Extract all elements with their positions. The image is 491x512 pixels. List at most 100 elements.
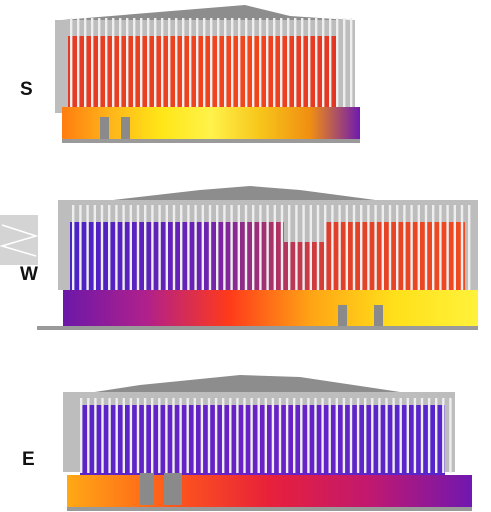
fin-south-24 <box>238 18 241 110</box>
label-south: S <box>20 79 33 100</box>
fin-east-0 <box>80 398 83 473</box>
fin-south-37 <box>329 18 332 110</box>
fin-west-11 <box>151 205 154 290</box>
fin-east-11 <box>158 398 161 473</box>
fin-east-31 <box>300 398 303 473</box>
fin-west-50 <box>432 205 435 290</box>
fin-south-9 <box>133 18 136 110</box>
fin-south-28 <box>266 18 269 110</box>
door-south-1 <box>100 117 109 139</box>
fin-east-6 <box>122 398 125 473</box>
fin-east-17 <box>200 398 204 473</box>
adjacent-figure-lines <box>0 224 39 257</box>
fin-west-32 <box>302 205 305 290</box>
fin-east-35 <box>328 398 331 473</box>
fin-east-9 <box>143 398 147 473</box>
fin-south-1 <box>77 18 80 110</box>
door-east-1 <box>140 473 154 505</box>
fin-south-30 <box>280 18 283 110</box>
fin-east-33 <box>314 398 317 473</box>
adjacent-figure-crop <box>0 215 38 265</box>
fin-south-17 <box>189 18 192 110</box>
thermal-base-east <box>67 475 472 507</box>
fin-south-40 <box>350 18 353 110</box>
fin-south-21 <box>217 18 220 110</box>
fins-west <box>72 205 471 290</box>
fin-west-7 <box>122 205 125 290</box>
fin-east-18 <box>207 398 211 473</box>
fin-west-5 <box>108 205 111 290</box>
fin-east-21 <box>229 398 232 473</box>
fin-west-41 <box>367 205 370 290</box>
fin-west-53 <box>453 205 456 290</box>
fin-west-39 <box>352 205 356 290</box>
fin-east-10 <box>151 398 154 473</box>
fin-south-27 <box>259 18 262 110</box>
fin-west-37 <box>338 205 341 290</box>
door-east-2 <box>164 473 182 505</box>
thermal-base-south <box>62 107 360 139</box>
fin-east-46 <box>406 398 409 473</box>
fin-east-28 <box>278 398 282 473</box>
fin-west-23 <box>237 205 240 290</box>
fin-west-19 <box>208 205 212 290</box>
fin-west-46 <box>403 205 406 290</box>
fin-east-4 <box>108 398 111 473</box>
fin-east-50 <box>435 398 438 473</box>
fin-east-26 <box>264 398 267 473</box>
label-west: W <box>20 264 38 285</box>
fin-south-39 <box>343 18 346 110</box>
fin-east-13 <box>172 398 175 473</box>
fin-east-14 <box>179 398 182 473</box>
fin-south-2 <box>84 18 87 110</box>
fin-east-36 <box>335 398 338 473</box>
fin-west-34 <box>316 205 320 290</box>
fin-west-13 <box>165 205 168 290</box>
fin-east-49 <box>427 398 431 473</box>
fin-east-25 <box>257 398 260 473</box>
fin-west-35 <box>324 205 327 290</box>
south-elevation <box>55 5 360 143</box>
fin-west-55 <box>468 205 471 290</box>
fin-east-41 <box>371 398 374 473</box>
fin-east-38 <box>349 398 353 473</box>
fin-west-4 <box>100 205 104 290</box>
fin-south-6 <box>112 18 115 110</box>
fin-west-44 <box>388 205 392 290</box>
fin-west-45 <box>396 205 399 290</box>
fin-east-15 <box>186 398 189 473</box>
fin-south-8 <box>126 18 129 110</box>
fin-south-31 <box>287 18 290 110</box>
fin-south-0 <box>70 18 73 110</box>
fin-south-25 <box>245 18 248 110</box>
fin-west-29 <box>280 205 284 290</box>
fin-east-5 <box>115 398 118 473</box>
thermal-base-west <box>63 290 478 326</box>
fin-west-27 <box>266 205 269 290</box>
fin-east-1 <box>87 398 90 473</box>
fin-west-38 <box>345 205 348 290</box>
fin-west-42 <box>374 205 377 290</box>
fin-south-5 <box>105 18 108 110</box>
fin-south-36 <box>322 18 325 110</box>
fin-west-25 <box>252 205 255 290</box>
fin-south-4 <box>98 18 101 110</box>
fin-west-30 <box>288 205 291 290</box>
fin-west-22 <box>230 205 233 290</box>
fin-south-32 <box>294 18 297 110</box>
fin-east-7 <box>129 398 133 473</box>
ground-west <box>37 326 478 330</box>
fin-east-42 <box>378 398 381 473</box>
fin-east-32 <box>307 398 310 473</box>
label-east: E <box>22 449 35 470</box>
fin-west-24 <box>244 205 248 290</box>
fin-east-48 <box>420 398 424 473</box>
fin-south-29 <box>273 18 276 110</box>
fin-west-8 <box>129 205 132 290</box>
fin-west-47 <box>410 205 413 290</box>
fin-south-12 <box>154 18 157 110</box>
door-west-1 <box>338 305 347 326</box>
fin-east-45 <box>399 398 402 473</box>
fin-west-26 <box>259 205 262 290</box>
